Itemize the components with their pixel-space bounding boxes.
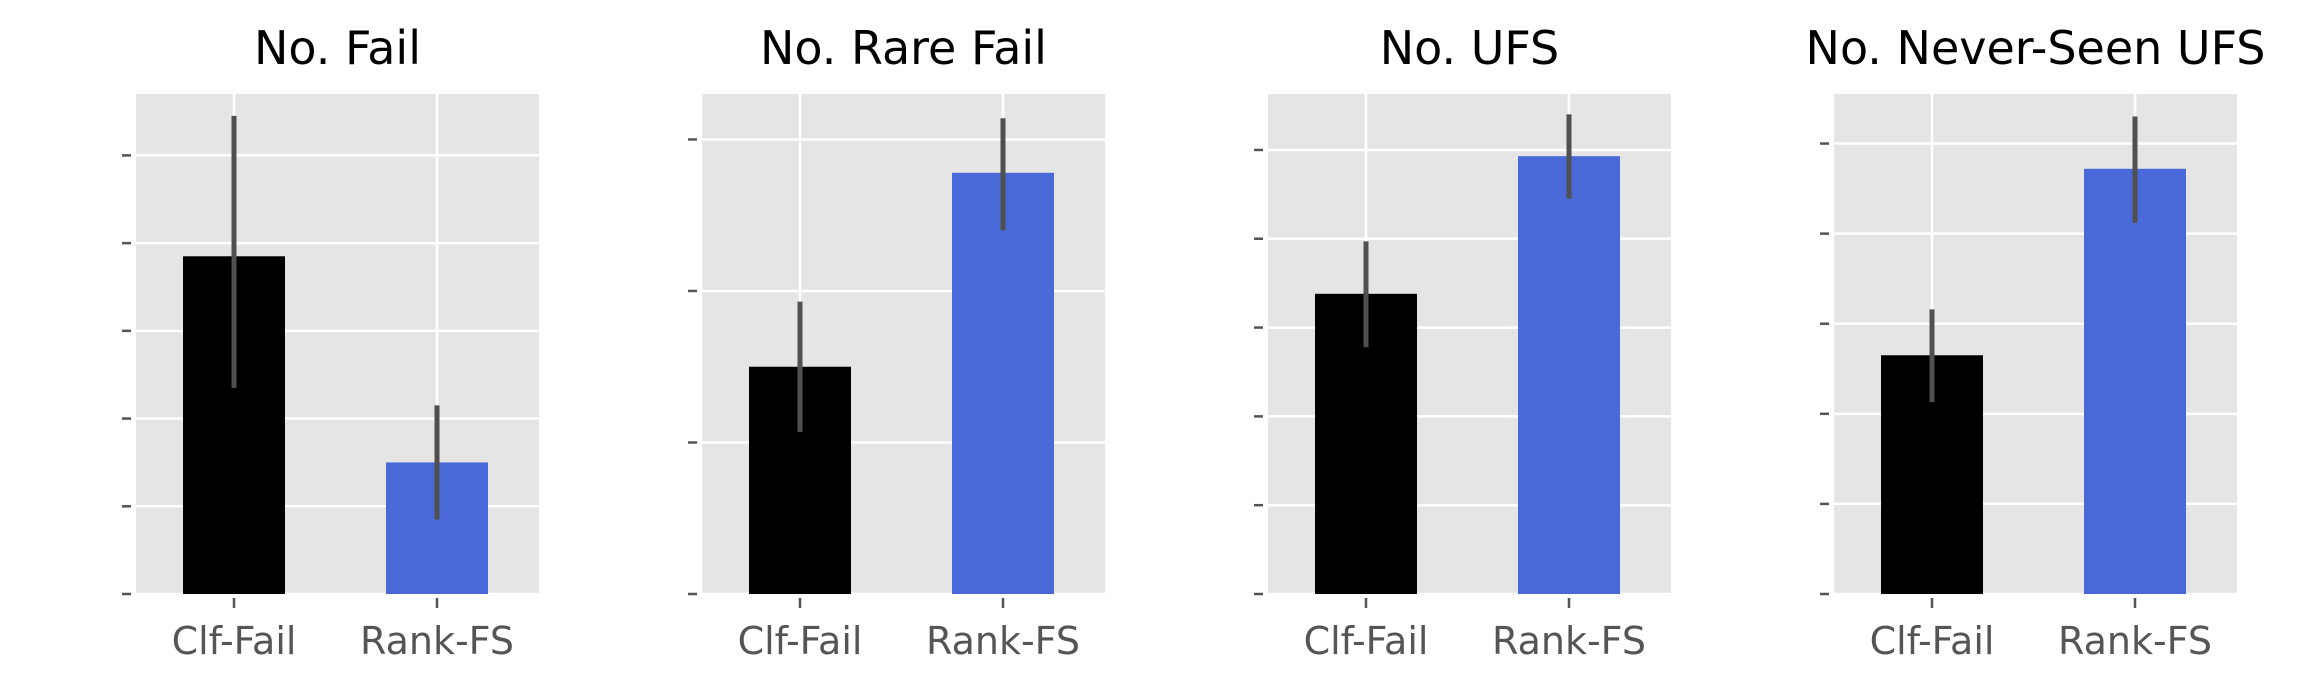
x-tick-label: Rank-FS (1492, 619, 1646, 663)
chart-panel-2: Clf-Fail Rank-FS No. Rare Fail (688, 21, 1105, 663)
chart-panel-1: Clf-Fail Rank-FS No. Fail (122, 21, 539, 663)
x-tick-label: Clf-Fail (172, 619, 297, 663)
chart-panels: Clf-Fail Rank-FS No. Fail Clf-Fail Rank-FS No… (122, 21, 2265, 663)
bar-rank-fs (2084, 168, 2186, 594)
x-tick-label: Clf-Fail (738, 619, 863, 663)
chart-title: No. Fail (254, 21, 421, 75)
chart-title: No. Rare Fail (760, 21, 1047, 75)
x-tick-label: Rank-FS (360, 619, 514, 663)
x-tick-label: Rank-FS (926, 619, 1080, 663)
x-tick-label: Clf-Fail (1870, 619, 1995, 663)
chart-title: No. Never-Seen UFS (1806, 21, 2266, 75)
x-tick-label: Rank-FS (2058, 619, 2212, 663)
chart-title: No. UFS (1380, 21, 1560, 75)
x-tick-label: Clf-Fail (1304, 619, 1429, 663)
chart-panel-3: Clf-Fail Rank-FS No. UFS (1254, 21, 1671, 663)
chart-panel-4: Clf-Fail Rank-FS No. Never-Seen UFS (1806, 21, 2266, 663)
bar-rank-fs (952, 172, 1054, 594)
bar-rank-fs (1518, 156, 1620, 594)
